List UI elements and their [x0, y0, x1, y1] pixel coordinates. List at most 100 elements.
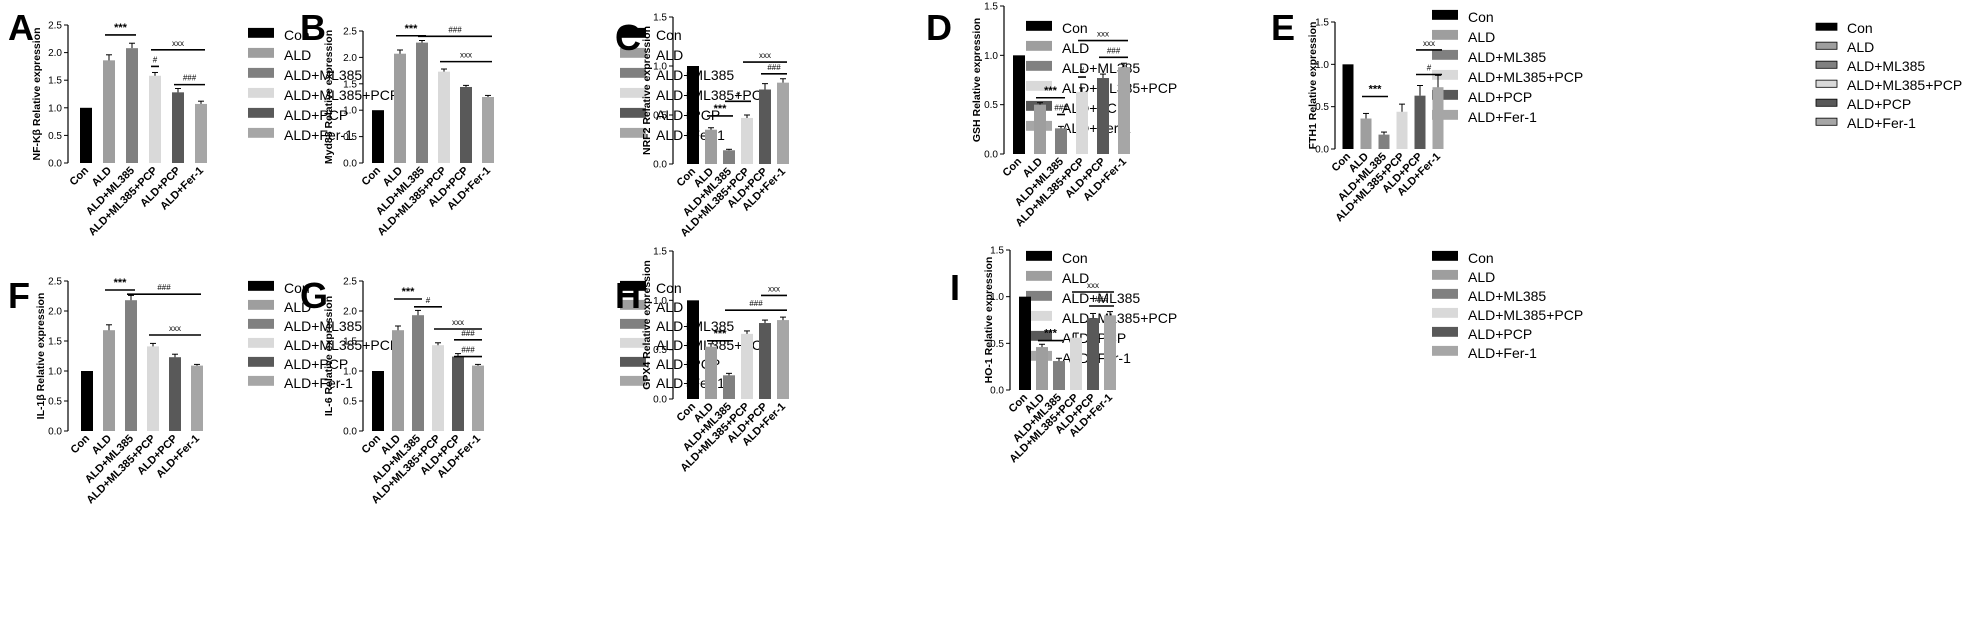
y-tick-label: 1.0 [343, 367, 357, 378]
significance-label: # [153, 55, 158, 64]
legend-label: ALD [656, 47, 683, 63]
bar-ald-ml385-pcp [1076, 91, 1088, 154]
legend-label: Con [1468, 250, 1494, 266]
legend-swatch [620, 107, 646, 118]
bar-ald-ml385 [1378, 134, 1390, 149]
legend-swatch [1026, 40, 1052, 51]
x-tick-label: Con [360, 432, 384, 456]
significance-label: xxx [1087, 281, 1099, 290]
bar-ald-ml385 [723, 375, 735, 399]
y-tick-label: 1.0 [984, 51, 998, 62]
bar-ald-fer-1 [1432, 87, 1444, 149]
legend-label: ALD+ML385+PCP [656, 87, 771, 103]
panel-letter: A [8, 7, 34, 48]
significance-label: # [426, 296, 431, 305]
significance-label: *** [714, 103, 728, 115]
bar-ald-fer-1 [472, 365, 484, 431]
bar-ald-fer-1 [191, 365, 203, 431]
bar-ald-pcp [452, 356, 464, 431]
significance-label: ### [157, 283, 171, 292]
legend-label: ALD [1468, 269, 1495, 285]
bar-ald-ml385-pcp [438, 71, 450, 163]
panel-letter: H [615, 275, 641, 316]
legend-label: ALD+PCP [1468, 89, 1532, 105]
legend-swatch [620, 127, 646, 138]
panel-a: A 0.0 0.5 1.0 1.5 2.0 2.5 NF-Kβ Relative expres… [8, 7, 399, 238]
bar-ald-ml385-pcp [741, 117, 753, 164]
legend-label: ALD+PCP [1468, 326, 1532, 342]
y-tick-label: 2.0 [48, 307, 62, 318]
bar-con [80, 107, 92, 163]
significance-label: *** [1044, 85, 1058, 97]
legend-label: ALD+PCP [1847, 96, 1911, 112]
y-tick-label: 1.5 [48, 337, 62, 348]
bar-ald-ml385 [125, 300, 137, 431]
legend-swatch [248, 375, 274, 386]
bar-ald-ml385-pcp [741, 333, 753, 399]
significance-label: ### [448, 25, 462, 34]
bar-con [687, 66, 699, 164]
significance-label: xxx [768, 284, 780, 293]
bar-ald-ml385 [1055, 128, 1067, 154]
legend-swatch [248, 280, 274, 291]
significance-label: ### [461, 329, 475, 338]
x-tick-label: Con [69, 432, 93, 456]
bar-ald-pcp [759, 323, 771, 399]
panel-letter: C [615, 17, 641, 58]
legend-swatch [248, 337, 274, 348]
legend-swatch [1026, 310, 1052, 321]
y-tick-label: 2.0 [343, 307, 357, 318]
legend-swatch [1026, 20, 1052, 31]
panel-letter: E [1271, 7, 1295, 48]
bar-con [1019, 296, 1031, 390]
significance-label: xxx [759, 51, 771, 60]
legend-label: ALD+ML385 [1468, 49, 1546, 65]
significance-label: *** [1369, 84, 1383, 96]
significance-label: *** [114, 22, 128, 34]
y-tick-label: 0.5 [990, 339, 1004, 350]
y-tick-label: 0.5 [343, 132, 357, 143]
legend-label: Con [656, 27, 682, 43]
y-tick-label: 2.5 [343, 277, 357, 288]
y-tick-label: 0.0 [1315, 145, 1329, 156]
significance-label: ### [183, 74, 197, 83]
y-tick-label: 0.0 [990, 386, 1004, 397]
bar-con [1342, 64, 1354, 149]
legend-label: ALD+ML385+PCP [1468, 307, 1583, 323]
bar-ald-ml385 [412, 315, 424, 431]
significance-label: ### [1095, 295, 1109, 304]
y-tick-label: 1.5 [990, 246, 1004, 257]
legend-swatch [1026, 330, 1052, 341]
bar-ald [705, 129, 717, 164]
legend-label: ALD [1062, 270, 1089, 286]
legend-label: ALD [656, 299, 683, 315]
y-tick-label: 0.5 [653, 111, 667, 122]
bar-ald-ml385 [416, 42, 428, 164]
significance-label: ### [1054, 104, 1068, 113]
legend-swatch [1432, 307, 1458, 318]
legend-swatch [1432, 288, 1458, 299]
y-tick-label: 0.5 [48, 397, 62, 408]
bar-ald [394, 53, 406, 164]
y-axis-label: HO-1 Relative expression [983, 257, 995, 384]
significance-label: xxx [452, 318, 464, 327]
legend-swatch [1432, 326, 1458, 337]
panel-letter: F [8, 275, 30, 316]
legend-label: Con [1847, 20, 1873, 36]
legend-swatch [620, 280, 646, 291]
legend-swatch [620, 87, 646, 98]
legend-swatch [1815, 117, 1838, 126]
legend-swatch [248, 127, 274, 138]
legend-swatch [620, 375, 646, 386]
significance-label: ### [461, 346, 475, 355]
significance-label: xxx [1423, 39, 1435, 48]
y-tick-label: 1.0 [653, 62, 667, 73]
legend-swatch [1815, 41, 1838, 50]
legend-label: ALD+ML385+PCP [1062, 310, 1177, 326]
bar-ald [103, 60, 115, 163]
bar-con [372, 110, 384, 163]
bar-ald-fer-1 [1104, 315, 1116, 390]
bar-ald-ml385 [1053, 361, 1065, 390]
y-axis-label: GPX4 Relative expression [641, 260, 653, 390]
legend-label: ALD [284, 299, 311, 315]
